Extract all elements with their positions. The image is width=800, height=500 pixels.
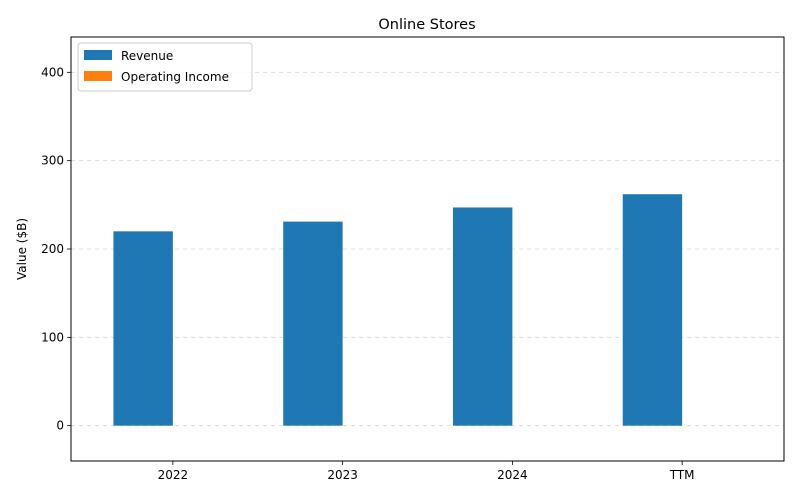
legend-box xyxy=(77,42,253,92)
y-tick-label: 300 xyxy=(41,154,64,168)
chart-title: Online Stores xyxy=(378,17,475,33)
y-axis-label: Value ($B) xyxy=(15,218,29,280)
y-axis: 0 100 200 300 400 xyxy=(41,65,71,433)
y-tick-label: 400 xyxy=(41,65,64,79)
x-tick-label: 2024 xyxy=(497,468,528,482)
x-tick-label: 2022 xyxy=(158,468,189,482)
bar-revenue-2023 xyxy=(283,221,343,426)
bar-revenue-2024 xyxy=(452,207,513,426)
y-tick-label: 200 xyxy=(41,242,64,256)
x-tick-label: 2023 xyxy=(327,468,358,482)
bar-revenue-ttm xyxy=(622,194,683,426)
y-tick-label: 100 xyxy=(41,330,64,344)
legend-swatch-revenue xyxy=(84,50,112,60)
legend-label-revenue: Revenue xyxy=(121,49,173,63)
x-tick-label: TTM xyxy=(669,468,695,482)
bar-revenue-2022 xyxy=(113,231,173,426)
x-axis: 2022 2023 2024 TTM xyxy=(158,461,695,482)
y-tick-label: 0 xyxy=(56,419,64,433)
bars-layer xyxy=(113,194,683,426)
legend: Revenue Operating Income xyxy=(77,42,253,92)
legend-swatch-operating-income xyxy=(84,71,112,81)
legend-label-operating-income: Operating Income xyxy=(121,70,229,84)
